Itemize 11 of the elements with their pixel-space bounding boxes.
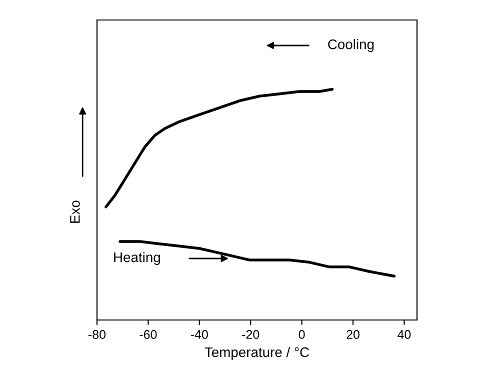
x-tick-label: 0 [298, 330, 305, 339]
y-axis-title: Exo [70, 200, 80, 223]
x-tick-label: -60 [140, 330, 157, 339]
legend-label: Cooling [328, 39, 374, 52]
x-tick-label: 40 [398, 330, 411, 339]
x-tick-label: -40 [190, 330, 208, 339]
series-label: Heating [114, 252, 160, 265]
x-tick-label: 20 [346, 330, 360, 339]
x-axis-title: Temperature / °C [204, 346, 310, 360]
x-tick-label: -80 [88, 330, 106, 339]
x-tick-label: -20 [242, 330, 260, 339]
